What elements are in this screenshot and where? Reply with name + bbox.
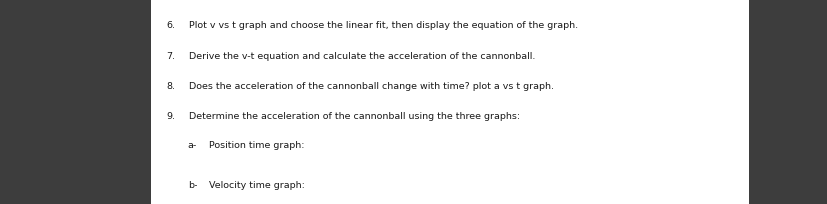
Text: a-: a-	[188, 141, 197, 150]
Text: 6.: 6.	[166, 21, 175, 30]
Text: Determine the acceleration of the cannonball using the three graphs:: Determine the acceleration of the cannon…	[189, 112, 519, 121]
Text: Derive the v-t equation and calculate the acceleration of the cannonball.: Derive the v-t equation and calculate th…	[189, 52, 534, 61]
Text: Does the acceleration of the cannonball change with time? plot a vs t graph.: Does the acceleration of the cannonball …	[189, 82, 553, 91]
FancyBboxPatch shape	[151, 0, 748, 204]
Text: Plot v vs t graph and choose the linear fit, then display the equation of the gr: Plot v vs t graph and choose the linear …	[189, 21, 577, 30]
Text: 9.: 9.	[166, 112, 175, 121]
Text: Velocity time graph:: Velocity time graph:	[208, 181, 304, 190]
Text: 7.: 7.	[166, 52, 175, 61]
Text: Position time graph:: Position time graph:	[208, 141, 304, 150]
Text: 8.: 8.	[166, 82, 175, 91]
Text: b-: b-	[188, 181, 197, 190]
